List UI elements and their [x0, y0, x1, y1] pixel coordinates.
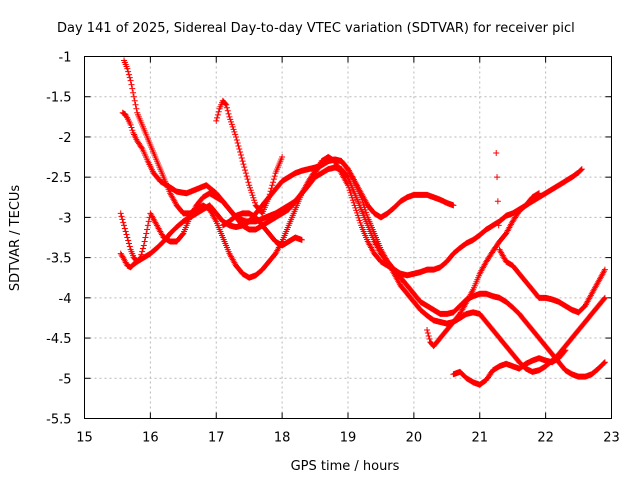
y-tick-label: -2 [59, 131, 72, 146]
data-point-markers [424, 190, 543, 350]
y-tick-label: -5 [59, 372, 72, 387]
x-axis-title: GPS time / hours [291, 459, 400, 474]
y-tick-label: -1.5 [46, 91, 71, 106]
y-tick-label: -3.5 [46, 252, 71, 267]
data-point-markers [493, 150, 608, 316]
x-tick-labels: 15 16 17 18 19 20 21 22 23 [76, 431, 620, 446]
x-tick-label: 15 [76, 431, 93, 446]
series-track-6 [219, 210, 305, 249]
data-point-markers [450, 347, 569, 388]
chart-title: Day 141 of 2025, Sidereal Day-to-day VTE… [57, 21, 575, 36]
y-tick-label: -3 [59, 211, 72, 226]
series-track-5 [213, 97, 286, 217]
data-point-markers [117, 156, 457, 271]
y-tick-label: -5.5 [46, 413, 71, 428]
x-tick-label: 19 [340, 431, 357, 446]
series-track-2 [117, 156, 457, 271]
x-tick-label: 20 [406, 431, 423, 446]
x-tick-label: 23 [603, 431, 620, 446]
data-point-markers [119, 109, 585, 279]
axis-ticks [84, 56, 612, 419]
x-tick-label: 21 [471, 431, 488, 446]
y-tick-label: -2.5 [46, 171, 71, 186]
x-tick-label: 17 [208, 431, 225, 446]
y-axis-title: SDTVAR / TECUs [8, 185, 23, 292]
y-tick-label: -4 [59, 292, 72, 307]
data-series [117, 57, 608, 388]
series-track-7 [493, 150, 608, 316]
x-tick-label: 22 [537, 431, 554, 446]
data-point-markers [219, 210, 305, 249]
series-track-1 [119, 109, 585, 279]
data-point-markers [213, 97, 286, 217]
y-tick-labels: -1 -1.5 -2 -2.5 -3 -3.5 -4 -4.5 -5 -5.5 [46, 51, 71, 428]
y-tick-label: -1 [59, 51, 72, 66]
series-track-9 [424, 190, 543, 350]
y-tick-label: -4.5 [46, 332, 71, 347]
x-tick-label: 16 [142, 431, 159, 446]
series-track-8 [450, 347, 569, 388]
x-tick-label: 18 [274, 431, 291, 446]
